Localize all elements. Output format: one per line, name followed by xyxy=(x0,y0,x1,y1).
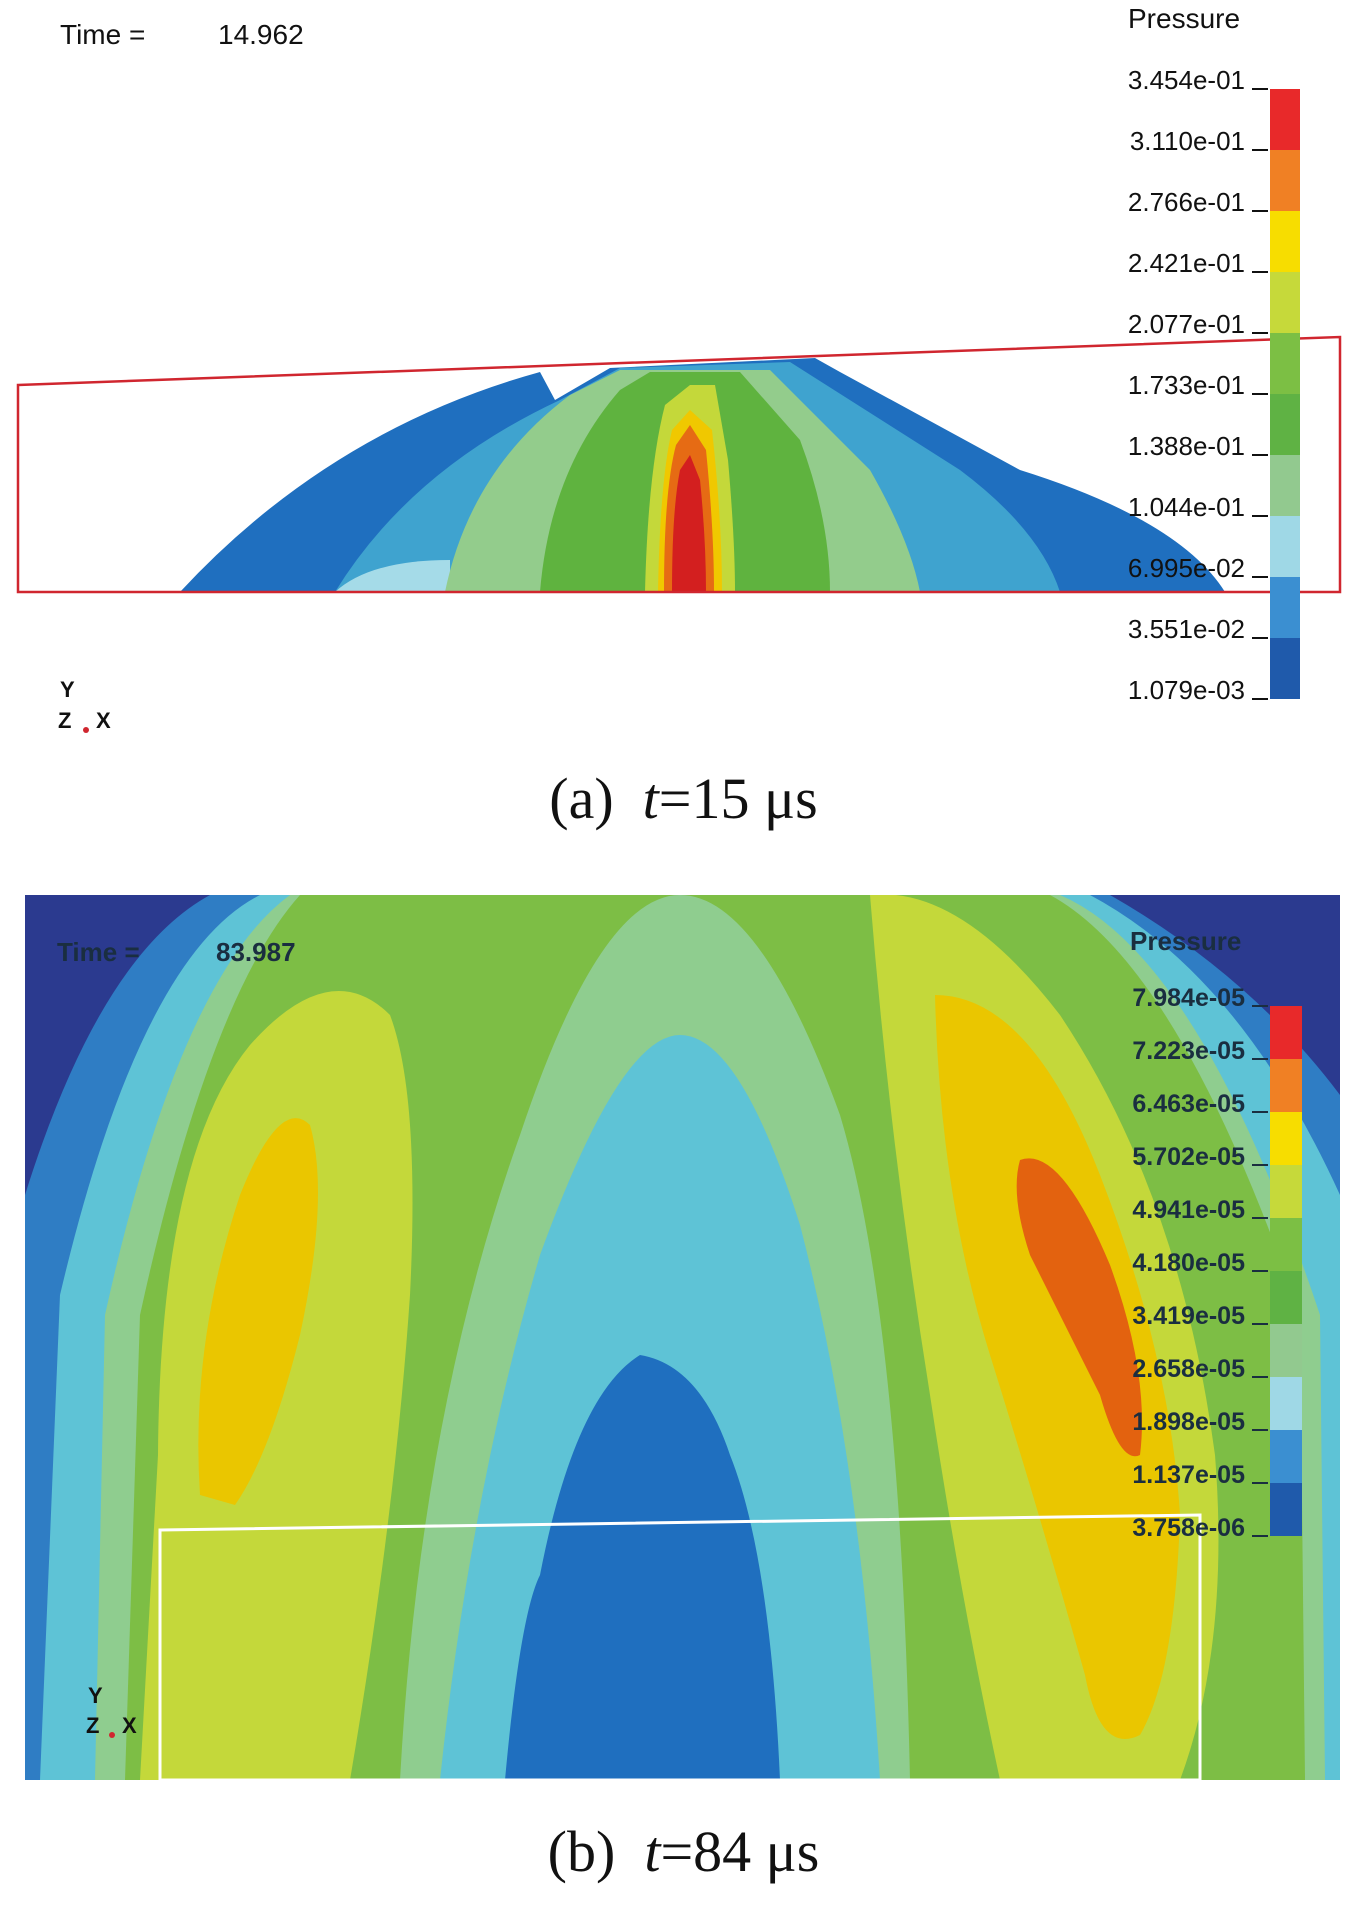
colorbar-swatch xyxy=(1270,211,1300,272)
contour-yellow-left xyxy=(198,1118,318,1505)
colorbar-swatch xyxy=(1270,1483,1302,1536)
colorbar-labels: 3.454e-01 3.110e-01 2.766e-01 2.421e-01 … xyxy=(1128,65,1245,705)
colorbar-swatch xyxy=(1270,516,1300,577)
axis-y-label: Y xyxy=(60,677,75,702)
caption-prefix: (b) xyxy=(547,1819,616,1884)
colorbar-label: 1.079e-03 xyxy=(1128,675,1245,705)
colorbar-label: 6.995e-02 xyxy=(1128,553,1245,583)
colorbar-swatch xyxy=(1270,1218,1302,1271)
colorbar-label: 5.702e-05 xyxy=(1132,1143,1245,1171)
caption-variable: t xyxy=(644,1819,661,1884)
pressure-plot-a: Time = 14.962 Pressure 3.454e-01 3.110e-… xyxy=(16,3,1342,733)
time-value: 14.962 xyxy=(218,19,304,50)
colorbar-swatch xyxy=(1270,1377,1302,1430)
time-label: Time = xyxy=(57,937,140,967)
colorbar-swatch xyxy=(1270,1271,1302,1324)
colorbar-label: 2.766e-01 xyxy=(1128,187,1245,217)
axis-triad: Y Z X xyxy=(58,677,111,733)
axis-x-label: X xyxy=(96,708,111,733)
colorbar-swatch xyxy=(1270,89,1300,150)
axis-y-label: Y xyxy=(88,1683,103,1708)
colorbar-label: 3.454e-01 xyxy=(1128,65,1245,95)
colorbar-ticks xyxy=(1252,88,1268,700)
colorbar-label: 7.223e-05 xyxy=(1132,1037,1245,1065)
colorbar-label: 7.984e-05 xyxy=(1132,984,1245,1012)
contour-dark-blue-arch xyxy=(505,1355,780,1780)
axis-origin-dot xyxy=(83,727,89,733)
colorbar-swatch xyxy=(1270,638,1300,699)
caption-b: (b) t=84 μs xyxy=(0,1818,1367,1885)
colorbar-label: 2.658e-05 xyxy=(1132,1355,1245,1383)
contour-yellow-right xyxy=(935,995,1180,1739)
colorbar-label: 2.421e-01 xyxy=(1128,248,1245,278)
colorbar-swatch xyxy=(1270,1165,1302,1218)
colorbar-swatch xyxy=(1270,150,1300,211)
colorbar-labels: 7.984e-05 7.223e-05 6.463e-05 5.702e-05 … xyxy=(1132,984,1245,1542)
colorbar-label: 4.180e-05 xyxy=(1132,1249,1245,1277)
colorbar-label: 1.137e-05 xyxy=(1132,1461,1245,1489)
contour-orange-right xyxy=(1016,1158,1142,1457)
contour-pale-blue-base xyxy=(335,560,450,592)
colorbar-label: 1.733e-01 xyxy=(1128,370,1245,400)
colorbar xyxy=(1270,89,1300,699)
contour-red-core xyxy=(672,455,706,592)
axis-triad: Y Z X xyxy=(86,1683,137,1738)
pressure-contour-field xyxy=(25,895,1340,1780)
colorbar-label: 3.551e-02 xyxy=(1128,614,1245,644)
colorbar-swatch xyxy=(1270,1430,1302,1483)
colorbar xyxy=(1270,1006,1302,1536)
pressure-plot-b: Time = 83.987 Pressure 7.984e-05 7.223e-… xyxy=(25,895,1340,1782)
axis-x-label: X xyxy=(122,1713,137,1738)
caption-variable: t xyxy=(642,766,659,831)
legend-title: Pressure xyxy=(1128,3,1240,34)
domain-outline xyxy=(16,335,1342,594)
colorbar-swatch xyxy=(1270,455,1300,516)
axis-z-label: Z xyxy=(58,708,71,733)
colorbar-ticks xyxy=(1252,1005,1268,1537)
caption-prefix: (a) xyxy=(549,766,614,831)
colorbar-swatch xyxy=(1270,394,1300,455)
colorbar-swatch xyxy=(1270,272,1300,333)
time-label: Time = xyxy=(60,19,145,50)
colorbar-label: 2.077e-01 xyxy=(1128,309,1245,339)
legend-title: Pressure xyxy=(1130,926,1241,956)
caption-equation: =15 μs xyxy=(658,766,818,831)
colorbar-swatch xyxy=(1270,1112,1302,1165)
colorbar-label: 1.898e-05 xyxy=(1132,1408,1245,1436)
colorbar-swatch xyxy=(1270,1324,1302,1377)
colorbar-swatch xyxy=(1270,333,1300,394)
time-value: 83.987 xyxy=(216,937,296,967)
colorbar-label: 1.388e-01 xyxy=(1128,431,1245,461)
caption-equation: =84 μs xyxy=(660,1819,820,1884)
axis-z-label: Z xyxy=(86,1713,99,1738)
axis-origin-dot xyxy=(109,1732,115,1738)
colorbar-label: 1.044e-01 xyxy=(1128,492,1245,522)
colorbar-swatch xyxy=(1270,577,1300,638)
colorbar-swatch xyxy=(1270,1059,1302,1112)
colorbar-label: 3.758e-06 xyxy=(1132,1514,1245,1542)
colorbar-label: 3.110e-01 xyxy=(1130,126,1245,156)
colorbar-label: 4.941e-05 xyxy=(1132,1196,1245,1224)
colorbar-label: 3.419e-05 xyxy=(1132,1302,1245,1330)
pressure-contour-mound xyxy=(180,358,1225,592)
caption-a: (a) t=15 μs xyxy=(0,765,1367,832)
domain-outline xyxy=(158,1513,1202,1782)
colorbar-swatch xyxy=(1270,1006,1302,1059)
colorbar-label: 6.463e-05 xyxy=(1132,1090,1245,1118)
